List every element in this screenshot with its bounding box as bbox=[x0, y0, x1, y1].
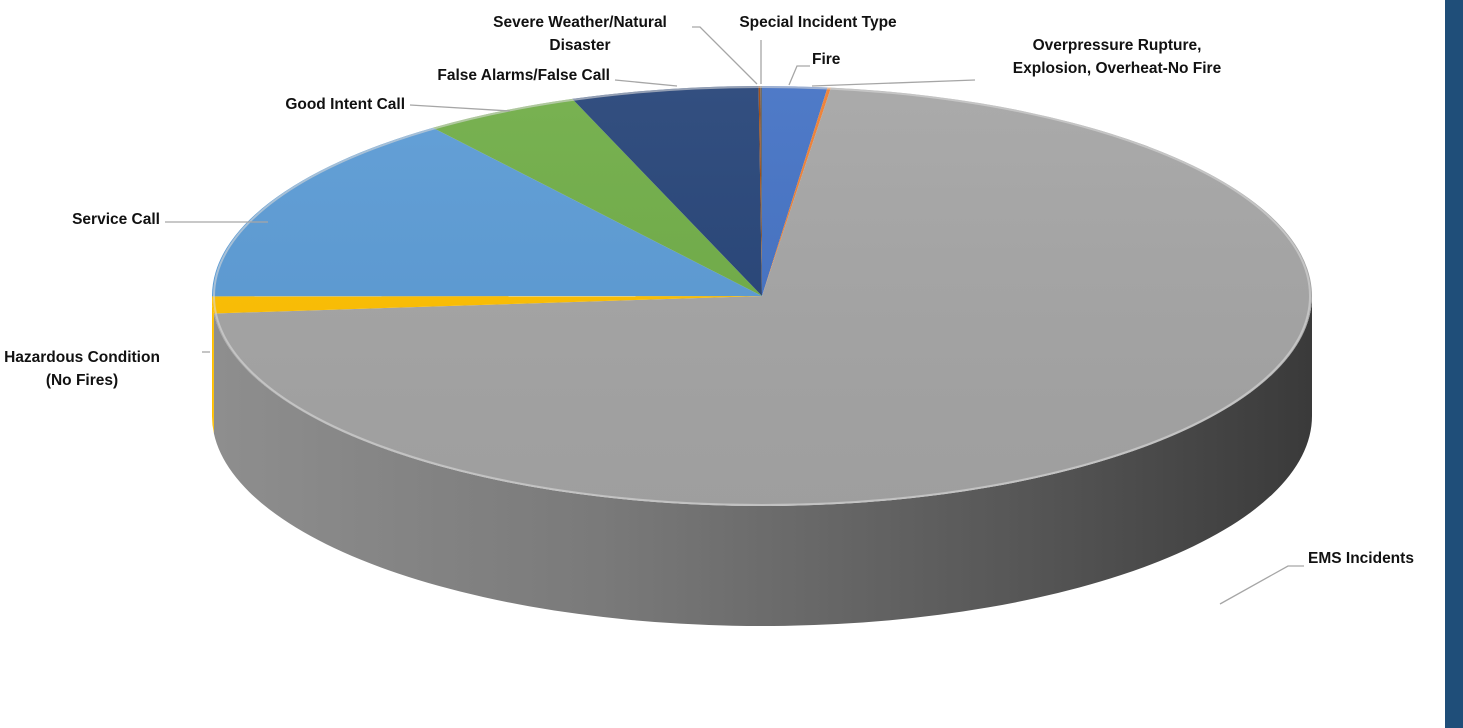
data-labels: Fire Overpressure Rupture, Explosion, Over… bbox=[4, 14, 1414, 567]
pie-side-ems-incidents bbox=[213, 296, 1313, 627]
leader-lines bbox=[165, 26, 1304, 605]
data-label-good-intent-call: Good Intent Call bbox=[285, 96, 405, 113]
leader-false-alarms-false-call bbox=[614, 79, 678, 87]
data-label-fire: Fire bbox=[812, 51, 841, 68]
data-label-special-incident-type: Special Incident Type bbox=[739, 14, 897, 31]
leader-fire bbox=[788, 65, 810, 86]
pie-side-layer bbox=[212, 296, 1313, 627]
leader-overpressure-rupture-explosion-overheat-no-fire bbox=[811, 79, 976, 87]
data-label-false-alarms-false-call: False Alarms/False Call bbox=[437, 67, 610, 84]
pie-top-layer bbox=[212, 86, 1313, 506]
leader-good-intent-call bbox=[409, 104, 511, 112]
pie-rim-highlight bbox=[213, 86, 1311, 506]
data-label-hazardous-condition-no-fires: Hazardous Condition (No Fires) bbox=[4, 349, 160, 389]
pie-side-hazardous-condition-no-fires bbox=[212, 296, 214, 434]
data-label-severe-weather-natural-disaster: Severe Weather/Natural Disaster bbox=[493, 14, 667, 54]
right-band-gap bbox=[1442, 0, 1445, 728]
data-label-ems-incidents: EMS Incidents bbox=[1308, 550, 1414, 567]
data-label-overpressure-rupture-explosion-overheat-no-fire: Overpressure Rupture, Explosion, Overheat… bbox=[1013, 37, 1222, 77]
leader-ems-incidents bbox=[1219, 565, 1304, 605]
data-label-service-call: Service Call bbox=[72, 211, 160, 228]
right-accent-band bbox=[1445, 0, 1463, 728]
leader-severe-weather-natural-disaster bbox=[692, 26, 758, 85]
